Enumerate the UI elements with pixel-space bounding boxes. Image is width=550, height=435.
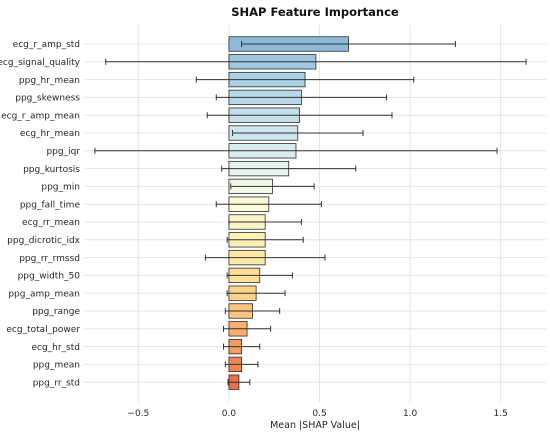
error-bar-ppg-fall-time <box>215 201 322 208</box>
y-tick-label: ecg_total_power <box>6 325 80 335</box>
error-bar-ppg-iqr <box>94 147 498 154</box>
error-bar-ppg-rr-std <box>227 379 251 386</box>
y-tick-label: ecg_r_amp_std <box>13 40 80 50</box>
y-tick-label: ecg_signal_quality <box>0 58 81 68</box>
x-tick-label: 0.5 <box>312 409 326 419</box>
y-tick-label: ppg_fall_time <box>20 200 81 210</box>
bars <box>228 36 349 390</box>
y-tick-label: ppg_width_50 <box>18 272 81 282</box>
y-tick-label: ppg_amp_mean <box>8 289 80 299</box>
error-bar-ecg-r-amp-mean <box>206 112 393 119</box>
error-bar-ppg-min <box>230 183 315 190</box>
y-tick-label: ppg_mean <box>33 361 80 371</box>
y-tick-label: ppg_hr_mean <box>19 76 80 86</box>
y-tick-label: ppg_min <box>41 183 80 193</box>
y-tick-label: ecg_r_amp_mean <box>1 111 80 121</box>
y-axis-ticks: ecg_r_amp_std ecg_signal_quality ppg_hr_me… <box>0 40 81 388</box>
x-axis-ticks: −0.5 0.0 0.5 1.0 1.5 <box>127 409 507 419</box>
y-tick-label: ppg_range <box>32 307 80 317</box>
chart-title: SHAP Feature Importance <box>231 5 399 19</box>
y-tick-label: ppg_skewness <box>15 94 80 104</box>
y-tick-label: ppg_dicrotic_idx <box>7 236 81 246</box>
error-bar-ppg-amp-mean <box>226 290 286 297</box>
error-bar-ppg-skewness <box>215 94 388 101</box>
y-tick-label: ppg_rr_rmssd <box>19 254 80 264</box>
y-tick-label: ppg_kurtosis <box>23 165 80 175</box>
y-tick-label: ppg_iqr <box>46 147 80 157</box>
y-tick-label: ppg_rr_std <box>33 378 80 388</box>
x-tick-label: 1.0 <box>403 409 418 419</box>
error-bar-ecg-r-amp-std <box>241 41 456 47</box>
y-tick-label: ecg_hr_mean <box>20 129 80 139</box>
x-tick-label: 0.0 <box>222 409 237 419</box>
error-bar-ecg-rr-mean <box>228 219 302 225</box>
error-bar-ppg-range <box>224 308 281 314</box>
x-tick-label: −0.5 <box>127 409 149 419</box>
error-bar-ecg-signal-quality <box>105 58 527 65</box>
error-bar-ppg-width-50 <box>226 272 293 279</box>
error-bar-ppg-rr-rmssd <box>204 254 326 261</box>
error-bar-ecg-hr-mean <box>232 130 364 136</box>
grid-lines <box>84 25 546 402</box>
error-bar-ppg-dicrotic-idx <box>226 236 304 243</box>
error-bar-ecg-hr-std <box>223 343 261 350</box>
y-tick-label: ecg_hr_std <box>31 343 80 353</box>
error-bar-ppg-kurtosis <box>221 165 357 172</box>
x-tick-label: 1.5 <box>494 409 508 419</box>
y-tick-label: ecg_rr_mean <box>22 218 80 228</box>
error-bar-ppg-hr-mean <box>195 76 415 83</box>
x-axis-label: Mean |SHAP Value| <box>270 420 360 431</box>
error-bars <box>94 41 527 386</box>
error-bar-ecg-total-power <box>223 325 272 332</box>
error-bar-ppg-mean <box>224 361 259 368</box>
